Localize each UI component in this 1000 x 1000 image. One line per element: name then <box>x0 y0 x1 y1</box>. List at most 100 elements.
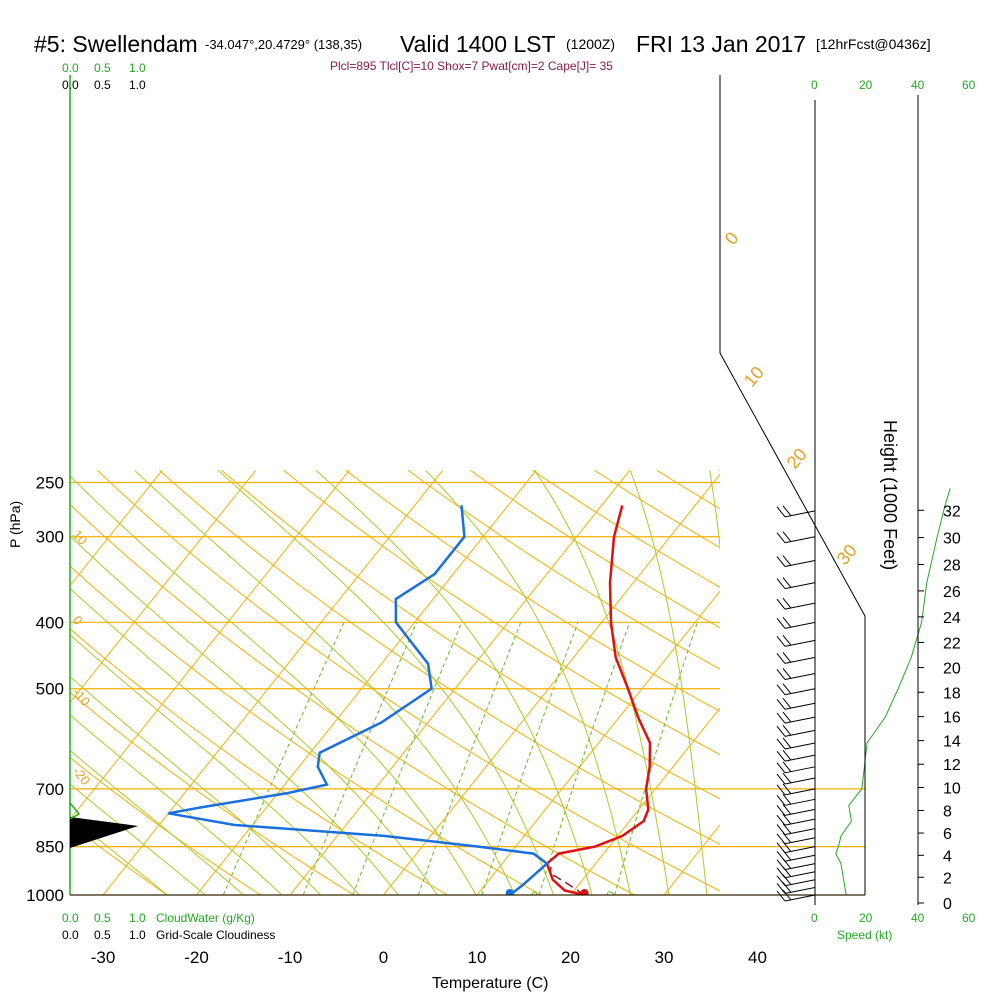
zulu-time: (1200Z) <box>566 36 615 52</box>
wind-barb-flag <box>782 737 792 749</box>
temperature-tick-label: -20 <box>184 948 209 967</box>
wind-barb <box>784 754 816 762</box>
moist-adiabat <box>70 815 168 895</box>
height-tick-label: 32 <box>943 503 961 520</box>
cloudiness-top-tick-0: 0.0 <box>62 78 79 92</box>
speed-axis-label: Speed (kt) <box>837 928 892 942</box>
height-tick-label: 22 <box>943 635 961 652</box>
wind-barb <box>784 716 816 724</box>
wind-barb-flag <box>776 684 786 696</box>
isotherm-label: 0 <box>70 613 86 628</box>
wind-barb-flag <box>782 652 792 663</box>
dry-adiabat <box>70 565 543 895</box>
temperature-tick-label: 30 <box>655 948 674 967</box>
wind-barb <box>784 798 816 806</box>
cloud-top-tick-0: 0.0 <box>62 61 79 75</box>
station-coords: -34.047°,20.4729° (138,35) <box>205 37 362 52</box>
pressure-tick-label: 850 <box>36 838 64 857</box>
wind-barb-flag <box>776 598 786 610</box>
height-tick-label: 12 <box>943 757 961 774</box>
isotherm-line <box>70 470 350 821</box>
wind-barb-flag <box>782 505 792 517</box>
pressure-tick-label: 1000 <box>26 886 64 905</box>
moist-adiabat <box>70 634 360 895</box>
height-tick-label: 8 <box>943 803 952 820</box>
surface-temp-dot <box>580 889 589 895</box>
wind-barb <box>784 582 816 590</box>
dry-adiabat <box>70 823 168 895</box>
wind-barb <box>784 766 816 774</box>
moist-adiabat <box>534 470 670 895</box>
moist-adiabat <box>70 675 322 895</box>
wind-barb-flag <box>776 850 786 862</box>
speed-top-tick-2: 40 <box>911 78 925 92</box>
wind-barb-flag <box>776 875 786 887</box>
speed-bottom-tick-2: 40 <box>911 911 925 925</box>
wind-barbs-panel <box>776 100 951 905</box>
wind-barb-flag <box>776 750 786 762</box>
wind-barb-flag <box>776 890 786 902</box>
height-tick-label: 26 <box>943 584 961 601</box>
wind-barb-flag <box>782 772 792 784</box>
cloudiness-bottom-tick-1: 0.5 <box>94 928 111 942</box>
wind-barb-flag <box>776 618 786 629</box>
wind-barb-flag <box>782 683 792 695</box>
wind-barb <box>784 894 816 902</box>
wind-barb-flag <box>776 824 786 835</box>
pressure-tick-label: 400 <box>36 613 64 632</box>
speed-top-tick-3: 60 <box>962 78 976 92</box>
moist-adiabat <box>134 469 516 895</box>
isotherm-label: 20 <box>783 444 811 472</box>
cloudiness-top-tick-2: 1.0 <box>129 78 146 92</box>
wind-barb <box>784 879 816 887</box>
cloud-axis-bottom: 0.0 0.5 1.0 CloudWater (g/Kg) 0.0 0.5 1.… <box>62 911 275 942</box>
wind-barb-flag <box>782 725 792 736</box>
wind-barb-flag <box>782 555 792 566</box>
dry-adiabat <box>70 691 355 895</box>
wind-barb-flag <box>776 698 786 710</box>
pressure-axis-label: P (hPa) <box>7 501 23 548</box>
wind-barb-flag <box>776 738 786 750</box>
moist-adiabat <box>315 469 593 895</box>
wind-barb-flag <box>776 762 786 774</box>
speed-axis-top: 0 20 40 60 <box>811 78 976 92</box>
wind-barb <box>784 837 816 845</box>
wind-barb <box>784 688 816 696</box>
wind-barb <box>784 639 816 647</box>
isotherm-line <box>70 470 257 704</box>
isotherm-line <box>851 470 1000 895</box>
temperature-tick-label: 10 <box>468 948 487 967</box>
isotherm-line <box>196 470 537 895</box>
temperature-tick-label: 40 <box>748 948 767 967</box>
wind-barb <box>784 886 816 894</box>
isotherm-line <box>70 470 163 587</box>
height-tick-label: 24 <box>943 610 961 627</box>
surface-dew-dot <box>505 889 514 895</box>
pressure-tick-label: 300 <box>36 528 64 547</box>
mixing-ratio-line <box>614 622 698 895</box>
mixing-ratio-label: 12 <box>524 888 543 907</box>
wind-barb-flag <box>782 668 792 679</box>
wind-barb-flag <box>776 556 786 567</box>
wind-barb-flag <box>776 653 786 664</box>
wind-barb <box>784 702 816 710</box>
speed-bottom-tick-0: 0 <box>811 911 818 925</box>
speed-top-tick-0: 0 <box>811 78 818 92</box>
wind-barb <box>784 863 816 871</box>
isotherm-line <box>102 470 444 895</box>
wind-barb-flag <box>776 883 786 894</box>
cloud-bottom-tick-2: 1.0 <box>129 911 146 925</box>
height-tick-label: 30 <box>943 531 961 548</box>
wind-barb-flag <box>782 531 792 543</box>
cloudiness-bottom-tick-0: 0.0 <box>62 928 79 942</box>
wind-barb-flag <box>776 842 786 853</box>
wind-barb-flag <box>776 636 786 647</box>
wind-barb <box>784 854 816 862</box>
wind-barb <box>784 536 816 544</box>
speed-bottom-tick-3: 60 <box>962 911 976 925</box>
cloudiness-bottom-tick-2: 1.0 <box>129 928 146 942</box>
height-axis-label: Height (1000 Feet) <box>880 420 900 570</box>
wind-barb <box>784 777 816 785</box>
